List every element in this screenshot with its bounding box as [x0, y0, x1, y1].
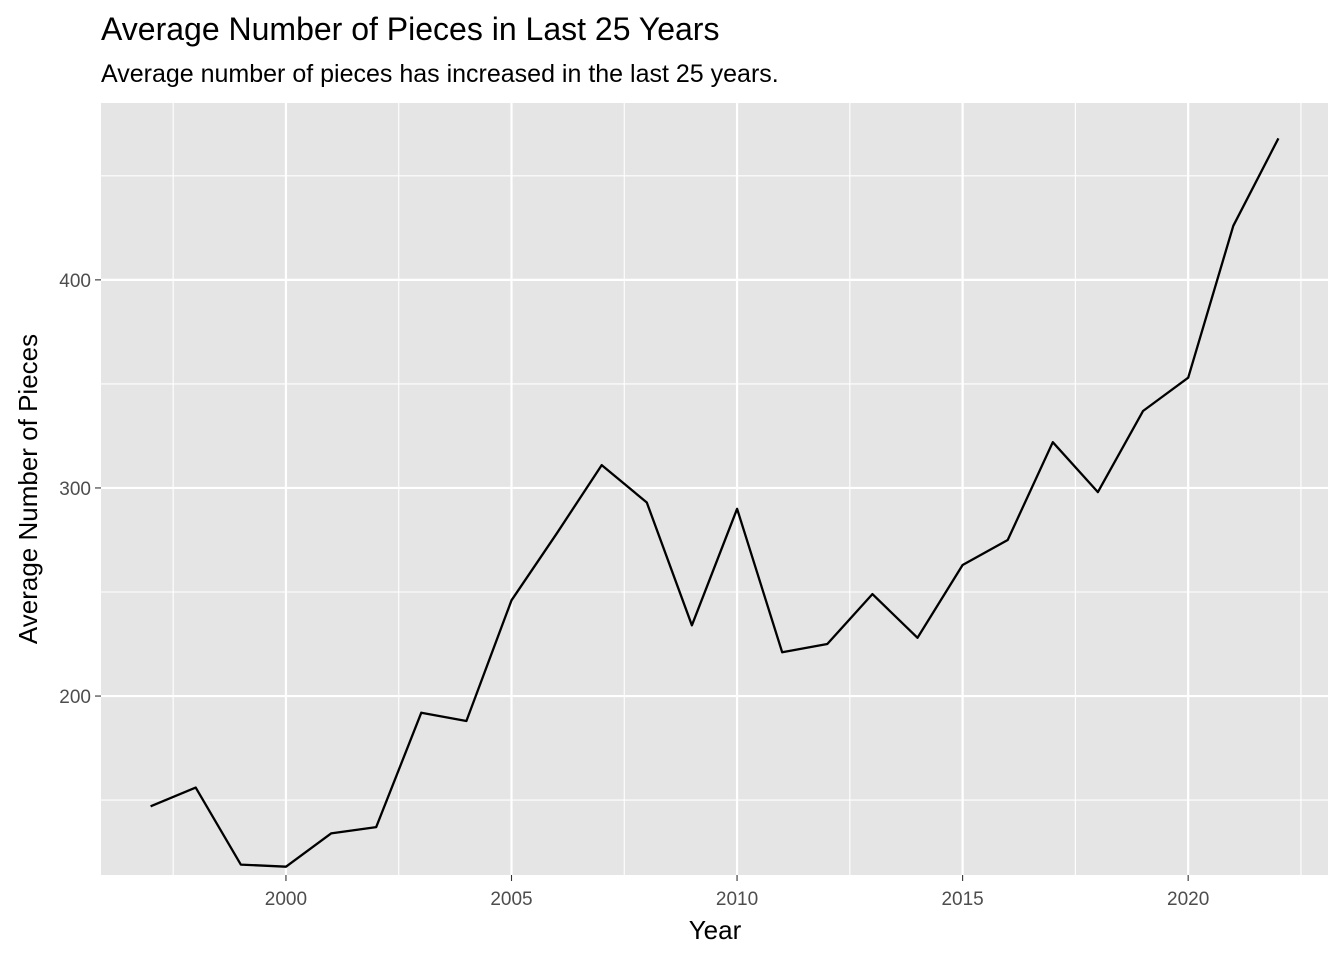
- y-tick-label: 200: [59, 687, 91, 708]
- x-axis: 2000 2005 2010 2015 2020: [265, 875, 1209, 910]
- x-tick-label: 2000: [265, 889, 307, 910]
- x-tick-label: 2010: [716, 889, 758, 910]
- series-line: [150, 137, 1280, 868]
- x-tick-label: 2005: [490, 889, 532, 910]
- x-tick-label: 2015: [941, 889, 983, 910]
- y-tick-label: 400: [59, 271, 91, 292]
- chart-subtitle: Average number of pieces has increased i…: [101, 60, 779, 88]
- series-layer: [150, 137, 1280, 868]
- x-tick-label: 2020: [1167, 889, 1209, 910]
- x-axis-title: Year: [689, 915, 742, 945]
- y-axis: 200 300 400: [59, 271, 101, 708]
- y-axis-title: Average Number of Pieces: [13, 334, 43, 644]
- y-tick-label: 300: [59, 479, 91, 500]
- chart-title: Average Number of Pieces in Last 25 Year…: [101, 11, 719, 47]
- major-gridlines: [101, 103, 1328, 875]
